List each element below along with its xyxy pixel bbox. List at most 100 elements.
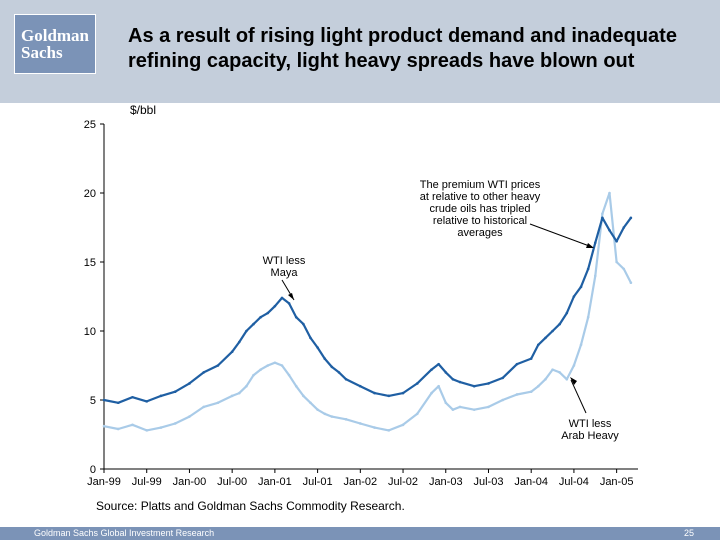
data-point [430,391,433,395]
data-point [601,212,604,215]
source-note: Source: Platts and Goldman Sachs Commodi… [96,499,405,513]
data-point [415,382,419,385]
data-point [373,391,376,395]
annotation-wti-less-arab-heavy: WTI less [569,418,612,430]
data-point [259,368,262,371]
data-point [131,395,134,399]
data-point [216,401,220,405]
data-point [116,401,120,405]
x-tick-label: Jan-00 [173,476,207,488]
data-point [572,295,576,298]
x-tick-label: Jan-99 [87,476,121,488]
data-point [273,361,277,365]
data-point [280,296,284,300]
x-tick-label: Jul-01 [303,476,333,488]
data-point [316,408,319,411]
data-point [359,422,362,425]
annotation-arrowhead-arab-heavy [570,377,577,385]
data-point [444,371,448,374]
data-point [601,216,604,220]
data-point [237,340,241,344]
data-point [437,362,440,366]
data-point [586,267,590,271]
slide-title: As a result of rising light product dema… [128,25,677,72]
data-point [430,368,433,371]
data-point [593,274,597,278]
data-point [529,390,533,394]
series-line-wti-less-maya [103,216,632,404]
data-point [188,382,191,385]
data-point [102,398,106,402]
data-point [529,357,533,360]
y-tick-label: 25 [84,119,96,131]
data-point [515,393,519,396]
data-point [302,322,305,326]
data-point [565,311,569,315]
x-tick-label: Jul-03 [473,476,503,488]
data-point [515,362,519,366]
data-point [373,426,376,429]
annotation-arrow-arab-heavy [570,379,587,414]
data-point [323,357,327,360]
data-point [572,364,576,367]
data-point [487,382,490,385]
data-point [586,315,590,319]
annotation-premium-note: at relative to other heavy [420,191,541,203]
y-tick-label: 15 [84,257,96,269]
data-point [280,364,284,367]
x-tick-label: Jan-05 [600,476,634,488]
data-point [615,240,618,243]
annotation-premium-note: relative to historical [433,215,527,227]
data-point [565,378,569,381]
data-point [173,422,177,425]
footer-text: Goldman Sachs Global Investment Research [34,528,215,538]
x-tick-label: Jan-01 [258,476,292,488]
data-point [387,394,391,398]
data-point [337,371,341,374]
x-tick-label: Jan-04 [514,476,548,488]
logo-line-2: Sachs [21,43,63,62]
data-point [294,315,298,319]
data-point [579,343,583,347]
x-tick-label: Jan-02 [343,476,377,488]
y-tick-label: 5 [90,395,96,407]
data-point [629,216,633,220]
data-point [230,394,234,398]
spread-line-chart: 0 5 10 15 20 25 Jan-99 Jul-99 Jan-00 Jul-00 Jan-01… [84,119,638,488]
data-point [544,378,547,381]
data-point [472,408,476,411]
data-point [330,415,334,418]
data-point [159,394,163,398]
data-point [330,365,334,369]
data-point [437,384,440,388]
data-point [401,391,405,395]
data-point [558,322,561,326]
data-point [401,423,405,427]
data-point [252,322,255,326]
x-tick-label: Jul-04 [559,476,589,488]
data-point [216,364,220,367]
data-point [458,405,462,409]
data-point [579,285,583,289]
data-point [472,384,476,388]
annotation-wti-less-maya: WTI less [263,255,306,267]
page-number: 25 [683,528,694,538]
header-band [0,0,720,103]
annotation-wti-less-arab-heavy: Arab Heavy [561,430,619,442]
data-point [266,311,270,315]
data-point [173,390,177,394]
data-point [188,415,191,418]
data-point [622,267,626,271]
x-tick-label: Jan-03 [429,476,463,488]
data-point [202,371,205,374]
data-point [458,380,462,384]
annotation-arrowhead-premium [586,243,594,248]
data-point [501,398,505,402]
logo-line-1: Goldman [21,26,90,45]
data-point [629,281,633,284]
data-point [245,384,248,388]
data-point [444,401,448,405]
data-point [551,368,554,371]
data-point [145,429,149,432]
footer-band [0,527,720,540]
